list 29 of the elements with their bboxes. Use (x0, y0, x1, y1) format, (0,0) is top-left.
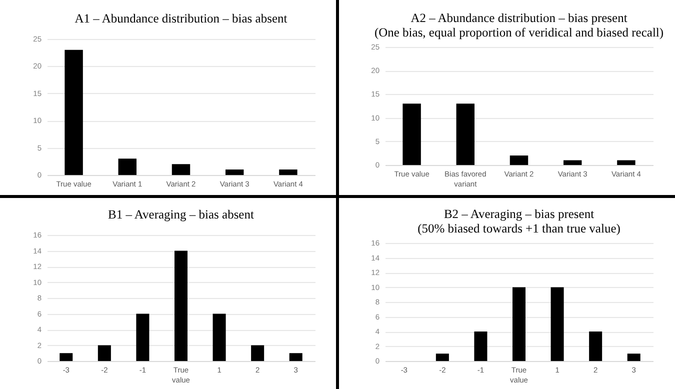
chart-title: A1 – Abundance distribution – bias absent (74, 12, 288, 26)
chart-subtitle: (50% biased towards +1 than true value) (418, 222, 620, 236)
bar (118, 158, 137, 175)
bar (289, 353, 302, 361)
bar (617, 160, 636, 165)
bar (136, 314, 150, 361)
bar (172, 164, 190, 175)
bar (456, 104, 475, 165)
bar (64, 50, 83, 175)
bar (627, 354, 640, 361)
bar (436, 354, 449, 361)
chart-title: B2 – Averaging – bias present (444, 207, 595, 221)
bar (550, 287, 564, 361)
chart-subtitle: (One bias, equal proportion of veridical and biased recall) (374, 26, 664, 40)
chart-title: A2 – Abundance distribution – bias present (410, 11, 628, 25)
bar (402, 104, 421, 165)
bar (98, 345, 111, 361)
bar (60, 353, 73, 361)
bar (474, 332, 488, 361)
bar (279, 170, 298, 175)
bar (212, 314, 226, 361)
bar (251, 345, 264, 361)
bar (174, 250, 188, 361)
bar (225, 170, 244, 175)
bar (510, 156, 528, 165)
chart-title: B1 – Averaging – bias absent (108, 208, 254, 222)
bar (589, 332, 602, 361)
bar (512, 287, 526, 361)
bar (563, 160, 582, 165)
